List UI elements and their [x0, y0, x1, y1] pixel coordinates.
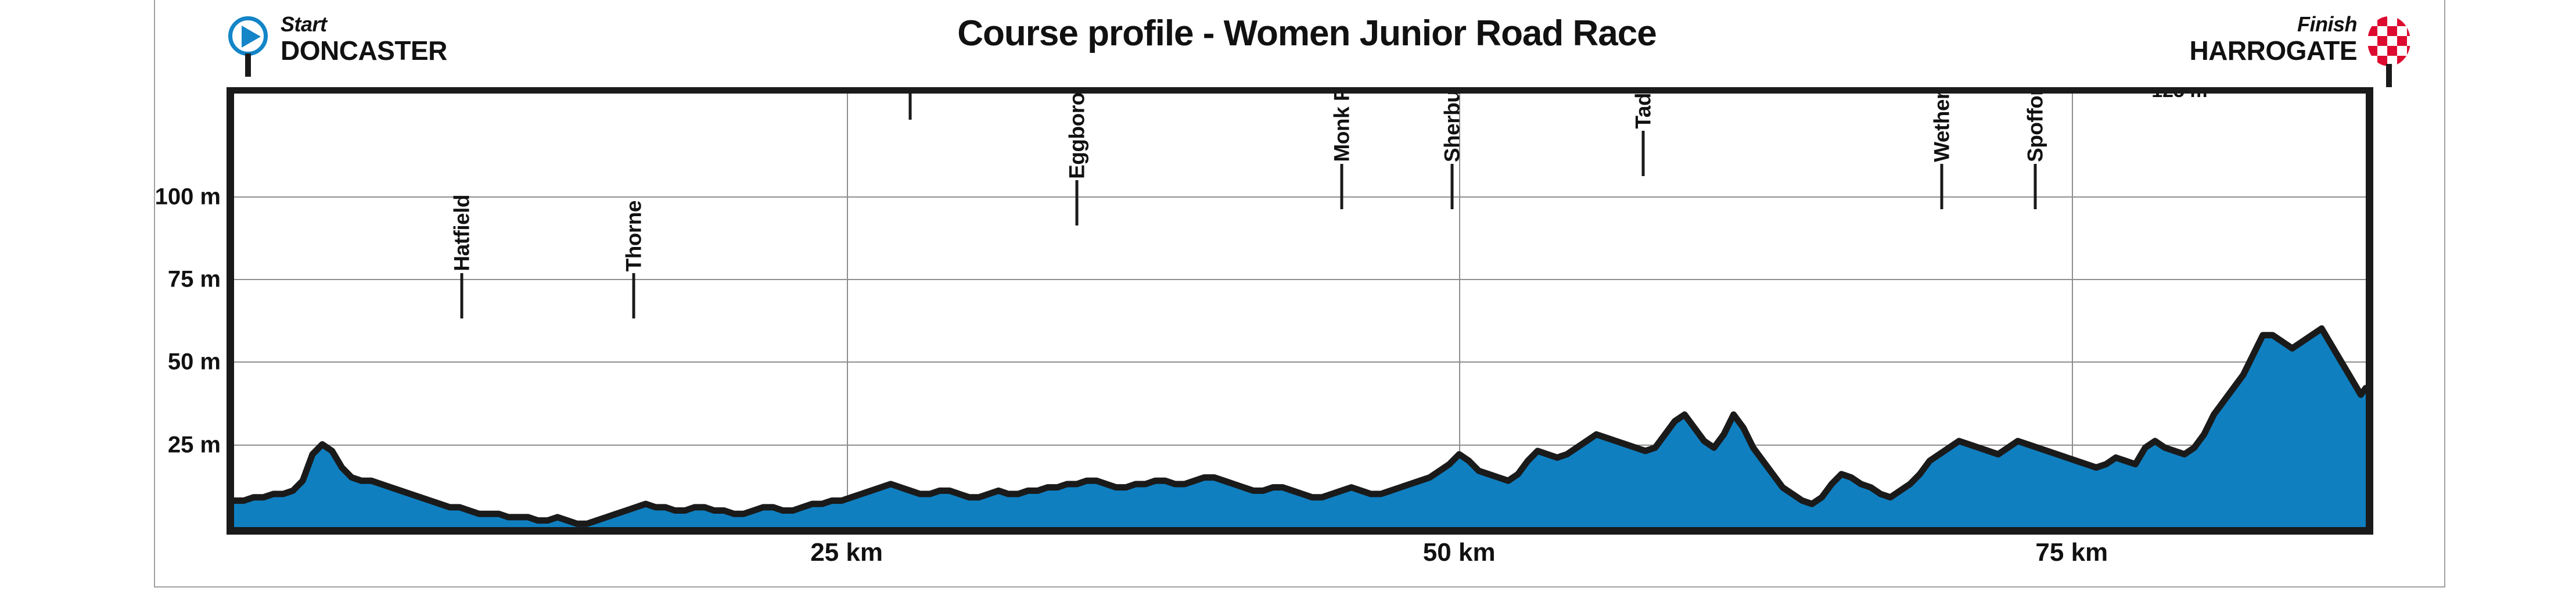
finish-text: Finish HARROGATE [2189, 12, 2357, 66]
place-tick [632, 273, 635, 318]
place-callout: Spofforth [2023, 87, 2047, 210]
elevation-profile [234, 94, 2366, 527]
place-label: Spofforth [2023, 87, 2047, 163]
finish-city: HARROGATE [2189, 35, 2357, 66]
gridline-vertical [1459, 94, 1461, 527]
place-callout: Thorne [621, 200, 646, 318]
place-tick [908, 94, 912, 120]
place-tick [1450, 164, 1454, 210]
elevation-chart: Hatfield Thorne Snaith Eggborough Monk Fryst… [227, 87, 2373, 535]
place-label: Sherburn in Elmet [1440, 94, 1464, 162]
gridline-horizontal [234, 196, 2366, 198]
gridline-vertical [846, 94, 848, 527]
play-circle-icon [224, 16, 274, 77]
place-tick [1340, 164, 1343, 210]
place-callout: Eggborough [1065, 87, 1089, 226]
x-axis-label: 50 km [1422, 538, 1496, 567]
start-kicker: Start [281, 12, 327, 36]
place-callout: Snaith [900, 94, 921, 120]
place-label: Wetherby [1930, 87, 1954, 163]
place-callout: Sherburn in Elmet [1440, 94, 1464, 210]
elevation-annotation: 125 m [2151, 87, 2208, 102]
plot-inner: HatfieldThorneSnaithEggboroughMonk Fryst… [234, 94, 2366, 527]
place-tick [460, 273, 464, 318]
y-axis-label: 75 m [167, 266, 221, 292]
gridline-horizontal [234, 444, 2366, 446]
x-axis: 25 km 50 km 75 km [227, 535, 2373, 587]
header: Start DONCASTER Course profile - Women J… [0, 0, 2576, 87]
gridline-horizontal [234, 278, 2366, 280]
place-label: Tadcaster [1631, 94, 1655, 129]
place-tick [1940, 164, 1943, 210]
page-title: Course profile - Women Junior Road Race [957, 13, 1657, 53]
plot-frame: Hatfield Thorne Snaith Eggborough Monk Fryst… [227, 87, 2373, 535]
place-tick [1075, 180, 1079, 226]
place-label: Hatfield [450, 195, 474, 271]
y-axis: 100 m 75 m 50 m 25 m [125, 87, 221, 535]
x-axis-label: 25 km [810, 538, 883, 567]
y-axis-label: 50 m [167, 349, 221, 375]
start-text: Start DONCASTER [281, 12, 447, 66]
elevation-line [234, 328, 2366, 524]
place-callout: Monk Fryston [1330, 87, 1354, 210]
x-axis-label: 75 km [2035, 538, 2108, 567]
place-callout: Wetherby [1930, 87, 1954, 210]
place-callout: Tadcaster [1631, 94, 1655, 177]
checkered-flag-icon [2365, 16, 2415, 87]
place-label: Monk Fryston [1330, 87, 1354, 163]
place-label: Thorne [621, 200, 646, 271]
place-tick [1641, 131, 1645, 177]
gridline-vertical [2071, 94, 2073, 527]
place-callout: Hatfield [450, 195, 474, 318]
finish-kicker: Finish [2297, 12, 2357, 36]
place-label: Eggborough [1065, 87, 1089, 179]
elevation-area-fill [234, 328, 2366, 527]
place-tick [2034, 164, 2037, 210]
gridline-horizontal [234, 361, 2366, 363]
y-axis-label: 100 m [155, 184, 221, 210]
y-axis-label: 25 m [167, 432, 221, 458]
start-city: DONCASTER [281, 35, 447, 66]
